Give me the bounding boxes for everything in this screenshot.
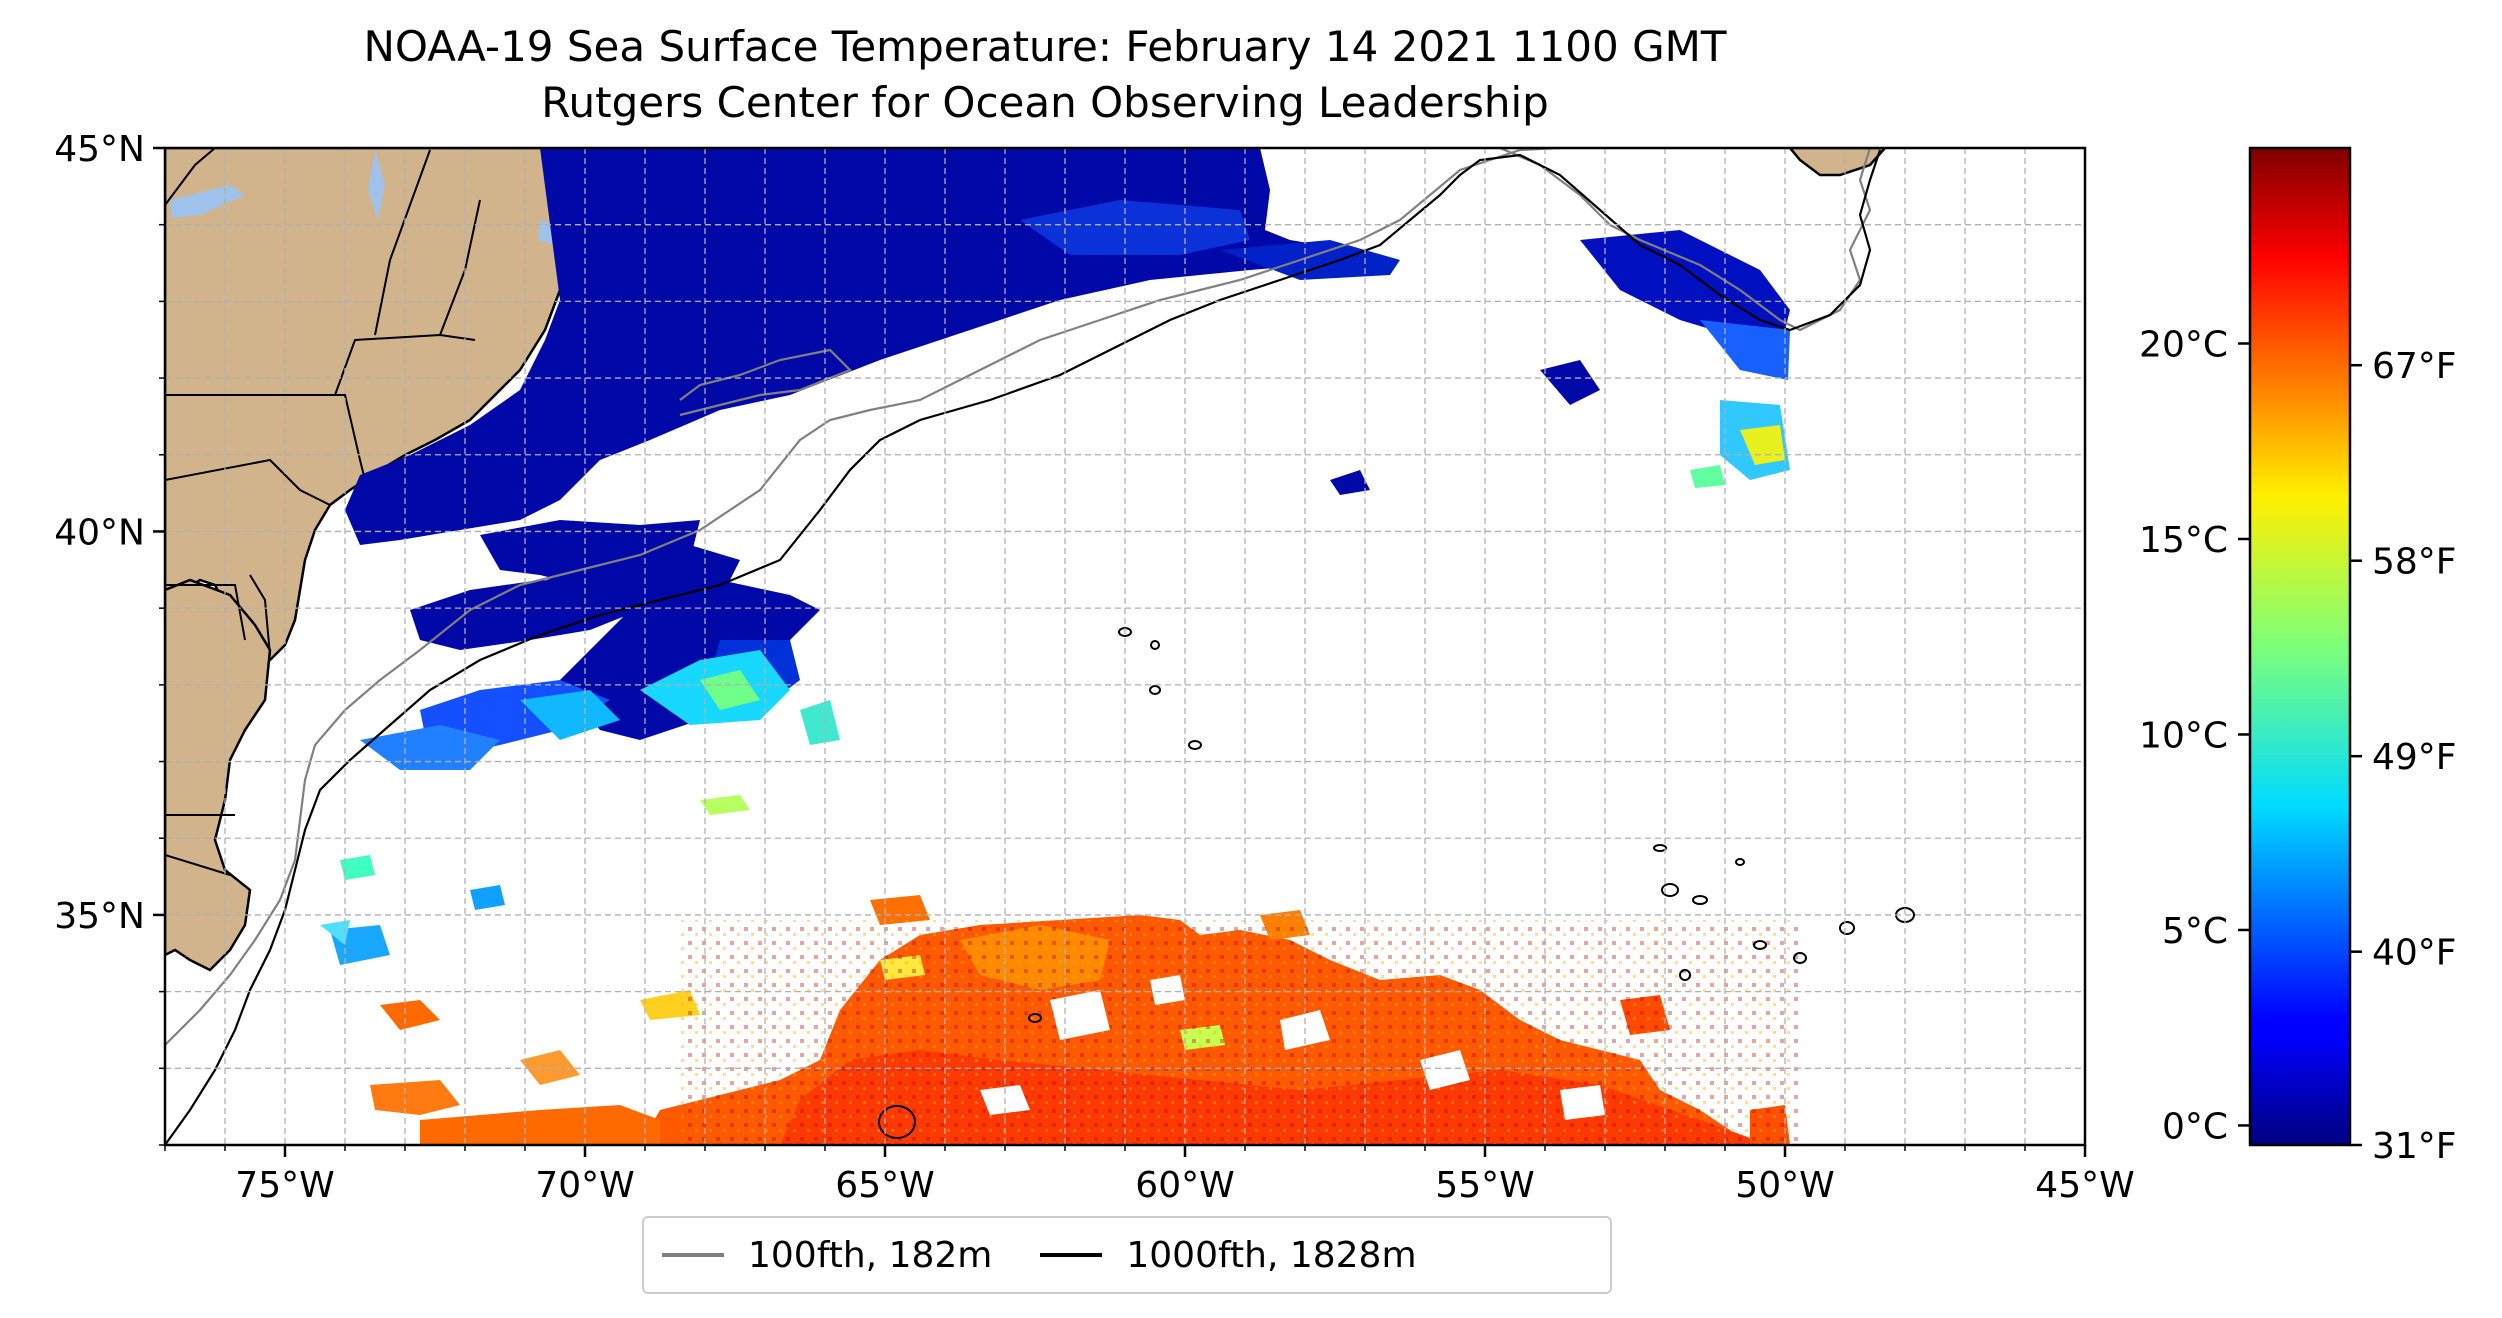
gridlines: [165, 148, 2085, 1145]
colorbar-celsius-label: 5°C: [2162, 911, 2228, 952]
legend: 100fth, 182m 1000fth, 1828m: [642, 1216, 1612, 1294]
legend-label-100fth: 100fth, 182m: [748, 1234, 993, 1276]
colorbar-fahrenheit-label: 49°F: [2372, 737, 2457, 778]
legend-line-black: [1040, 1253, 1103, 1257]
colorbar-fahrenheit-label: 58°F: [2372, 542, 2457, 583]
legend-label-1000fth: 1000fth, 1828m: [1126, 1234, 1417, 1276]
colorbar-fahrenheit-label: 40°F: [2372, 933, 2457, 974]
y-tick-label: 35°N: [54, 896, 145, 937]
x-tick-label: 55°W: [1435, 1165, 1534, 1206]
sst-warm-patches: [370, 895, 1800, 1145]
x-tick-label: 50°W: [1735, 1165, 1834, 1206]
sst-cold-patches: [345, 148, 1790, 770]
y-axis: 45°N 40°N 35°N: [54, 129, 165, 1146]
colorbar-fahrenheit-label: 31°F: [2372, 1126, 2457, 1167]
contour-1000fth: [165, 149, 1882, 1145]
colorbar-fahrenheit-label: 67°F: [2372, 346, 2457, 387]
x-tick-label: 45°W: [2035, 1165, 2134, 1206]
y-tick-label: 40°N: [54, 512, 145, 553]
legend-line-gray: [662, 1253, 724, 1257]
lake: [170, 185, 245, 218]
x-axis: 75°W 70°W 65°W 60°W 55°W 50°W 45°W: [164, 1145, 2135, 1206]
legend-item-1000fth: 1000fth, 1828m: [1040, 1234, 1417, 1276]
legend-item-100fth: 100fth, 182m: [662, 1235, 992, 1276]
colorbar-celsius-label: 10°C: [2139, 715, 2228, 756]
colorbar: [2250, 148, 2350, 1145]
map-content: [165, 148, 1915, 1145]
colorbar-fahrenheit-ticks: 31°F 40°F 49°F 58°F 67°F: [2350, 346, 2457, 1167]
land-mass: [165, 578, 272, 972]
colorbar-celsius-label: 20°C: [2139, 324, 2228, 365]
chart-title: NOAA-19 Sea Surface Temperature: Februar…: [363, 22, 1727, 71]
colorbar-celsius-label: 15°C: [2139, 520, 2228, 561]
colorbar-frame: [2248, 146, 2352, 1147]
x-tick-label: 65°W: [835, 1165, 934, 1206]
y-tick-label: 45°N: [54, 129, 145, 170]
x-tick-label: 60°W: [1135, 1165, 1234, 1206]
colorbar-celsius-ticks: 0°C 5°C 10°C 15°C 20°C: [2139, 324, 2250, 1147]
x-tick-label: 75°W: [235, 1165, 334, 1206]
lake: [368, 150, 385, 220]
chart-subtitle: Rutgers Center for Ocean Observing Leade…: [541, 78, 1549, 127]
colorbar-celsius-label: 0°C: [2162, 1106, 2228, 1147]
land-mass: [1788, 148, 1887, 177]
x-tick-label: 70°W: [535, 1165, 634, 1206]
sst-mid-patches: [320, 400, 1790, 965]
